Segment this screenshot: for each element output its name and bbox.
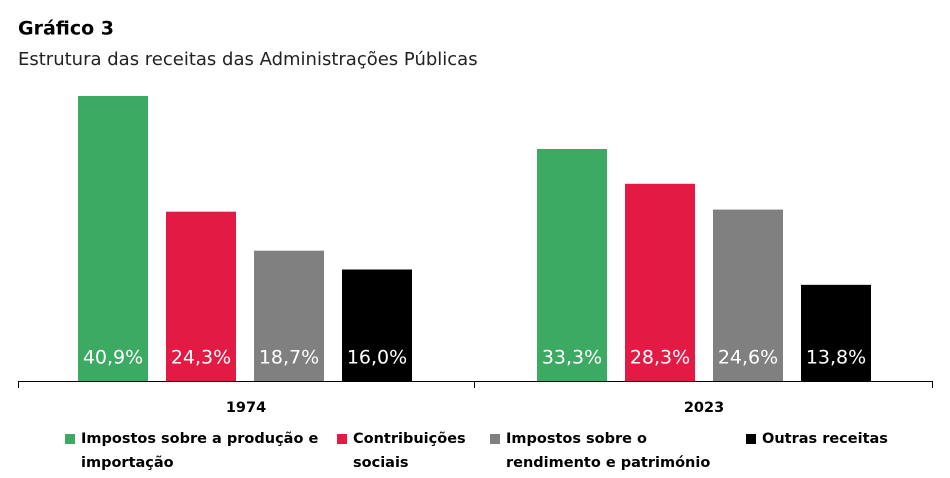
legend-swatch bbox=[337, 434, 347, 444]
legend-label: Contribuições sociais bbox=[353, 431, 466, 471]
value-label: 16,0% bbox=[347, 347, 407, 369]
value-label: 24,6% bbox=[718, 347, 778, 369]
bar bbox=[78, 96, 148, 381]
legend-label: Impostos sobre a produção e importação bbox=[81, 431, 319, 471]
x-tick-label: 1974 bbox=[226, 400, 266, 416]
chart-subtitle: Estrutura das receitas das Administraçõe… bbox=[18, 49, 478, 70]
legend-swatch bbox=[746, 434, 756, 444]
value-label: 40,9% bbox=[83, 347, 143, 369]
legend-item: Contribuições sociais bbox=[337, 427, 483, 475]
bar bbox=[537, 148, 607, 381]
plot: Gráfico 3 Estrutura das receitas das Adm… bbox=[18, 18, 933, 416]
bar bbox=[625, 183, 695, 381]
value-label: 24,3% bbox=[171, 347, 231, 369]
legend-swatch bbox=[65, 434, 75, 444]
value-label: 18,7% bbox=[259, 347, 319, 369]
bar bbox=[254, 250, 324, 381]
legend-item: Impostos sobre a produção e importação bbox=[65, 427, 331, 475]
bar bbox=[342, 269, 412, 381]
legend-label: Outras receitas bbox=[762, 431, 888, 447]
legend-item: Impostos sobre o rendimento e património bbox=[490, 427, 741, 475]
bar bbox=[713, 209, 783, 381]
legend-label: Impostos sobre o rendimento e património bbox=[506, 431, 711, 471]
bar bbox=[801, 284, 871, 381]
value-label: 28,3% bbox=[630, 347, 690, 369]
value-label: 33,3% bbox=[542, 347, 602, 369]
value-label: 13,8% bbox=[806, 347, 866, 369]
bar bbox=[166, 211, 236, 381]
legend-swatch bbox=[490, 434, 500, 444]
chart-title: Gráfico 3 bbox=[18, 18, 114, 40]
x-tick-label: 2023 bbox=[684, 400, 724, 416]
legend-item: Outras receitas bbox=[746, 427, 922, 451]
